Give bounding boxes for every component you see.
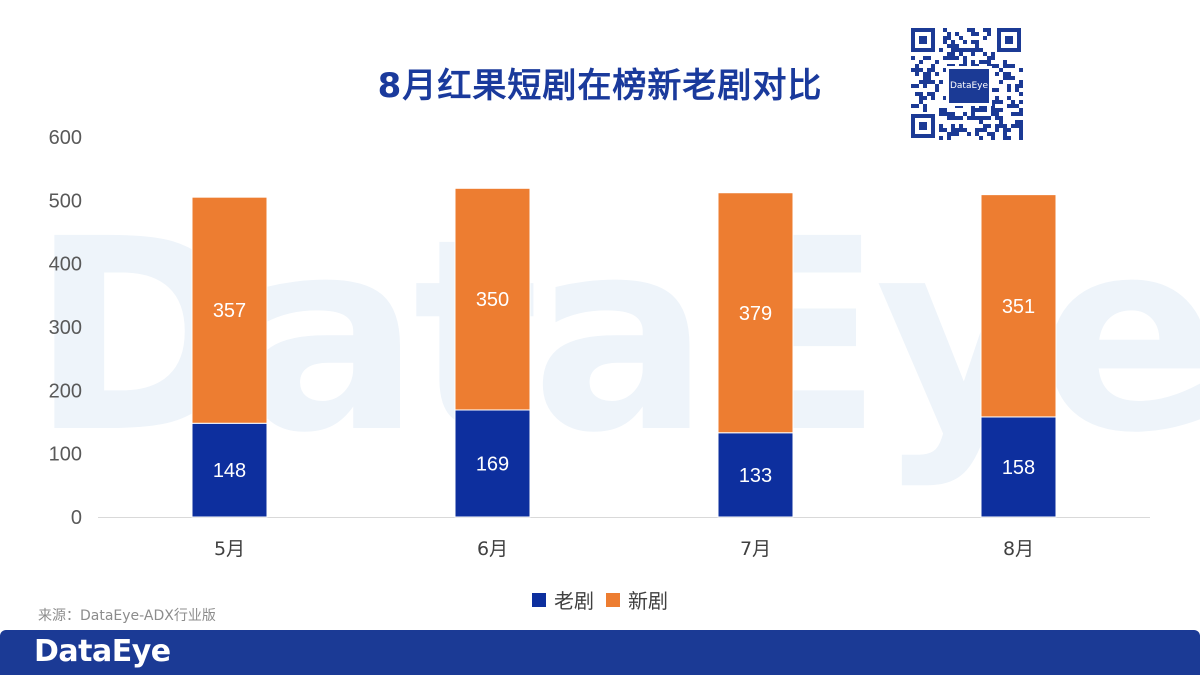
x-category-label: 5月 xyxy=(214,538,245,560)
footer-bar: DataEye xyxy=(0,630,1200,675)
bar-segment-old xyxy=(980,416,1057,518)
bar-segment-old xyxy=(717,432,794,518)
y-tick-label: 300 xyxy=(49,317,82,339)
chart-legend: 老剧 新剧 xyxy=(0,585,1200,614)
data-label: 148 xyxy=(213,460,246,482)
y-tick-label: 200 xyxy=(49,380,82,402)
bar-segment-new xyxy=(980,194,1057,418)
bar-segment-new xyxy=(717,192,794,434)
data-label: 350 xyxy=(476,289,509,311)
x-category-label: 8月 xyxy=(1003,538,1034,560)
bar-segment-old xyxy=(191,422,268,518)
legend-item-new: 新剧 xyxy=(606,585,668,614)
legend-label-new: 新剧 xyxy=(628,589,668,613)
bar-segment-new xyxy=(191,196,268,424)
legend-label-old: 老剧 xyxy=(554,589,594,613)
data-label: 133 xyxy=(739,465,772,487)
qr-center-logo: DataEye xyxy=(946,66,992,106)
footer-logo: DataEye xyxy=(34,634,171,669)
qr-code: DataEye xyxy=(909,26,1023,140)
legend-swatch-new xyxy=(606,592,620,607)
x-category-label: 7月 xyxy=(740,538,771,560)
data-label: 351 xyxy=(1002,296,1035,318)
chart-title: 8月红果短剧在榜新老剧对比 xyxy=(377,66,823,106)
data-label: 379 xyxy=(739,303,772,325)
y-tick-label: 500 xyxy=(49,190,82,212)
data-label: 357 xyxy=(213,300,246,322)
legend-item-old: 老剧 xyxy=(532,585,594,614)
x-category-label: 6月 xyxy=(477,538,508,560)
y-tick-label: 0 xyxy=(71,507,82,529)
bar-segment-old xyxy=(454,409,531,518)
y-tick-label: 100 xyxy=(49,444,82,466)
source-note: 来源：DataEye-ADX行业版 xyxy=(38,608,216,624)
legend-swatch-old xyxy=(532,592,546,607)
bar-segment-new xyxy=(454,187,531,411)
y-tick-label: 600 xyxy=(49,127,82,149)
data-label: 158 xyxy=(1002,457,1035,479)
y-tick-label: 400 xyxy=(49,254,82,276)
data-label: 169 xyxy=(476,453,509,475)
